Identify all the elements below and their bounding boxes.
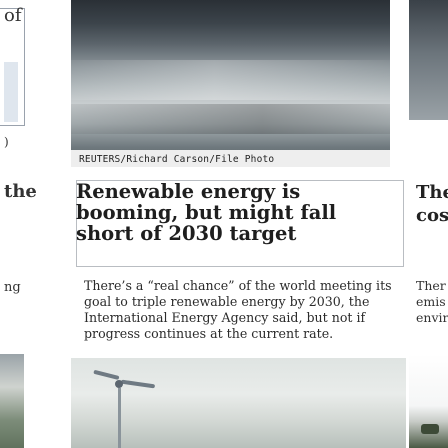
photo-credit: REUTERS/Richard Carson/File Photo <box>79 154 275 165</box>
turbine-hub <box>115 380 123 388</box>
right-summary-line-1: Ther <box>416 278 446 293</box>
left-photo-thumbnail <box>4 62 18 122</box>
turbine-blade <box>120 379 156 389</box>
right-bottom-photo <box>409 354 448 448</box>
photo-credit-bar <box>71 150 390 167</box>
turbine-blade <box>93 369 120 380</box>
right-summary-line-3: envir <box>416 310 448 325</box>
right-headline-line-2[interactable]: cos <box>416 205 448 226</box>
right-photo-thumbnail <box>409 0 448 120</box>
left-headline-fragment: the <box>4 181 37 202</box>
article-headline[interactable]: Renewable energy is booming, but might f… <box>76 180 337 245</box>
left-summary-fragment: ng <box>4 280 21 295</box>
left-text-fragment-of: of <box>4 5 22 26</box>
article-photo-ocean[interactable]: REUTERS/Richard Carson/File Photo <box>71 0 390 167</box>
left-text-fragment-paren: ) <box>4 135 9 149</box>
article-photo-wind-turbine[interactable] <box>71 358 406 448</box>
photo-detail <box>421 424 439 434</box>
photo-wave-shadow <box>71 104 390 134</box>
right-summary-line-2: emis <box>416 294 446 309</box>
article-summary: There’s a “real chance” of the world mee… <box>84 278 392 341</box>
photo-wave-highlight <box>71 60 390 100</box>
right-headline-line-1[interactable]: The <box>416 182 448 203</box>
headline-box <box>76 180 404 267</box>
left-bottom-photo <box>0 354 24 448</box>
turbine-tower <box>118 388 121 448</box>
